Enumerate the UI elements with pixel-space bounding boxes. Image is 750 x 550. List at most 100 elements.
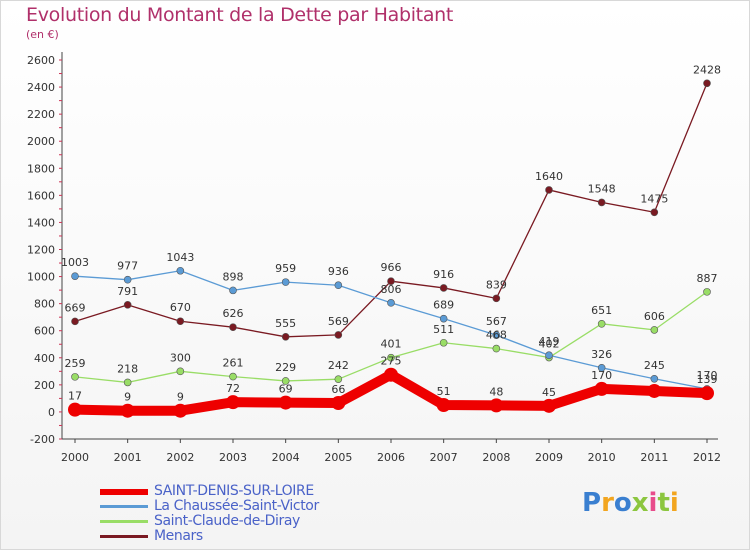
data-label: 66	[331, 383, 345, 396]
data-point	[703, 288, 711, 296]
logo-letter: P	[582, 488, 602, 518]
data-label: 245	[644, 359, 665, 372]
legend-label: SAINT-DENIS-SUR-LOIRE	[154, 483, 314, 499]
data-point	[439, 314, 448, 323]
data-point	[436, 398, 451, 413]
y-tick-label: 2600	[27, 54, 55, 67]
data-label: 326	[591, 348, 612, 361]
data-label: 69	[279, 383, 293, 396]
data-point	[545, 186, 553, 194]
data-point	[173, 403, 188, 418]
legend-swatch	[100, 489, 148, 495]
data-point	[492, 294, 501, 303]
data-label: 669	[65, 301, 86, 314]
x-tick-label: 2009	[535, 451, 563, 464]
data-point	[439, 284, 448, 292]
logo-letter: i	[669, 488, 679, 518]
x-tick-label: 2005	[324, 451, 352, 464]
data-point	[71, 317, 79, 326]
data-label: 689	[433, 299, 454, 312]
data-point	[650, 374, 659, 383]
x-tick-label: 2007	[430, 451, 458, 464]
data-point	[542, 398, 556, 413]
data-point	[387, 353, 395, 362]
data-label: 51	[437, 385, 451, 398]
y-tick-label: 200	[34, 379, 55, 392]
data-point	[281, 377, 290, 385]
data-point	[278, 395, 293, 410]
chart-title: Evolution du Montant de la Dette par Hab…	[26, 4, 454, 26]
data-label: 17	[68, 390, 82, 403]
data-label: 887	[697, 272, 718, 285]
data-label: 170	[591, 369, 612, 382]
legend-item: Menars	[100, 528, 400, 544]
data-label: 936	[328, 265, 349, 278]
data-label: 567	[486, 315, 507, 328]
data-label: 606	[644, 310, 665, 323]
logo-letter: x	[631, 488, 649, 518]
data-label: 1475	[640, 192, 668, 205]
data-label: 242	[328, 359, 349, 372]
data-label: 651	[591, 304, 612, 317]
data-point	[281, 333, 290, 341]
series-line	[74, 82, 708, 338]
data-point	[71, 272, 79, 280]
data-point	[647, 383, 662, 398]
unit-label: (en €)	[26, 28, 59, 41]
data-point	[120, 403, 135, 418]
y-tick-label: 1000	[27, 271, 55, 284]
logo-letter: i	[648, 488, 658, 518]
data-point	[71, 373, 79, 381]
data-label: 977	[117, 260, 138, 273]
data-label: 419	[539, 335, 560, 348]
data-point	[597, 364, 606, 372]
data-point	[387, 299, 395, 307]
data-point	[123, 378, 132, 387]
data-label: 2428	[693, 63, 721, 76]
data-label: 670	[170, 301, 191, 314]
legend-item: SAINT-DENIS-SUR-LOIRE	[100, 483, 400, 499]
data-label: 898	[223, 270, 244, 283]
data-label: 555	[275, 317, 296, 330]
y-tick-label: 1400	[27, 216, 55, 229]
data-label: 1003	[61, 256, 89, 269]
data-label: 916	[433, 268, 454, 281]
x-tick-label: 2012	[693, 451, 721, 464]
data-point	[229, 323, 237, 331]
data-point	[176, 266, 185, 275]
data-label: 468	[486, 329, 507, 342]
data-point	[597, 198, 606, 207]
data-label: 218	[117, 362, 138, 375]
x-tick-label: 2000	[61, 451, 89, 464]
data-label: 1640	[535, 170, 563, 183]
legend-label: Menars	[154, 528, 203, 544]
x-tick-label: 2001	[114, 451, 142, 464]
data-point	[123, 275, 132, 284]
legend: SAINT-DENIS-SUR-LOIRE La Chaussée-Saint-…	[100, 483, 400, 544]
data-point	[176, 317, 185, 326]
data-point	[123, 301, 132, 309]
data-point	[650, 208, 659, 217]
data-label: 261	[223, 357, 244, 370]
legend-swatch	[100, 520, 148, 523]
data-label: 48	[489, 385, 503, 398]
logo-letter: t	[657, 488, 670, 518]
data-label: 72	[226, 382, 240, 395]
data-point	[387, 277, 395, 285]
logo-letter: r	[601, 488, 614, 518]
proxiti-logo: Proxiti	[582, 488, 679, 518]
data-point	[281, 278, 290, 286]
x-tick-label: 2004	[272, 451, 300, 464]
x-tick-label: 2011	[640, 451, 668, 464]
y-tick-label: 2200	[27, 108, 55, 121]
data-point	[650, 326, 659, 334]
y-tick-label: -200	[30, 433, 55, 446]
data-label: 1548	[588, 182, 616, 195]
data-label: 275	[381, 355, 402, 368]
data-label: 569	[328, 315, 349, 328]
y-tick-label: 2000	[27, 135, 55, 148]
data-point	[229, 372, 237, 381]
x-tick-label: 2006	[377, 451, 405, 464]
